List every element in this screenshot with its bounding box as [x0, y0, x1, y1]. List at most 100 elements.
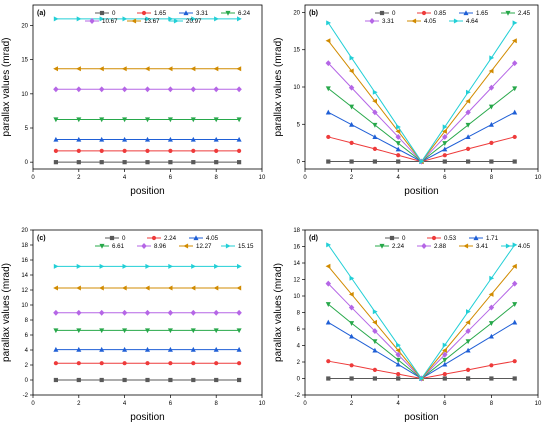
data-point — [326, 242, 332, 248]
data-point — [395, 134, 401, 140]
legend-entry-label: 6.24 — [238, 10, 251, 17]
data-point — [76, 285, 81, 291]
legend-entry-label: 10.67 — [102, 18, 118, 25]
plot-frame — [32, 4, 263, 170]
x-tick-label: 2 — [350, 175, 354, 181]
data-point — [237, 148, 242, 153]
data-point — [442, 357, 448, 363]
x-tick-label: 10 — [259, 401, 266, 407]
data-point — [465, 347, 471, 353]
legend-entry-label: 2.45 — [518, 10, 531, 17]
data-point — [214, 16, 219, 22]
data-point — [76, 361, 81, 366]
data-point — [348, 291, 354, 297]
data-point — [465, 134, 471, 140]
data-point — [237, 160, 242, 165]
legend-entry-label: 13.67 — [144, 18, 160, 25]
legend-entry-label: 6.61 — [112, 243, 125, 250]
series-12.27 — [53, 285, 242, 291]
y-tick-label: 18 — [21, 243, 28, 249]
legend-marker — [463, 10, 469, 16]
series-8.96 — [53, 309, 242, 316]
x-axis-label: position — [404, 412, 438, 423]
y-tick-label: 10 — [21, 303, 28, 309]
x-tick-label: 0 — [303, 401, 307, 407]
data-point — [419, 159, 425, 165]
data-point — [372, 328, 378, 335]
data-point — [372, 376, 377, 381]
data-point — [167, 309, 174, 316]
legend: 0 0.53 1.71 2.24 2.88 3.41 4.05 — [375, 235, 531, 250]
x-tick-label: 0 — [31, 175, 35, 181]
x-tick-label: 2 — [350, 401, 354, 407]
data-point — [213, 117, 219, 123]
legend-marker — [505, 243, 511, 249]
data-point — [191, 361, 196, 366]
data-point — [466, 159, 471, 164]
data-point — [121, 66, 127, 72]
data-point — [348, 68, 354, 74]
data-point — [76, 328, 82, 334]
y-tick-label: 20 — [21, 228, 28, 234]
legend-marker — [109, 235, 115, 241]
series-line — [328, 136, 515, 163]
data-point — [396, 124, 401, 130]
data-point — [396, 376, 401, 381]
legend-marker — [431, 235, 437, 241]
y-tick-label: 5 — [25, 126, 29, 132]
legend-marker — [89, 18, 95, 24]
data-point — [511, 280, 518, 287]
x-tick-label: 2 — [77, 175, 81, 181]
chart-panel-1: 0 2 4 6 8 10 0 5 10 15 20 position parallax values (… — [1, 4, 266, 197]
data-point — [395, 357, 401, 363]
data-point — [349, 333, 355, 339]
data-point — [53, 309, 59, 316]
x-tick-label: 10 — [535, 175, 542, 181]
data-point — [145, 361, 150, 366]
legend-marker — [369, 18, 375, 24]
data-point — [325, 319, 331, 325]
series-0 — [53, 160, 242, 165]
y-tick-label: 6 — [25, 333, 29, 339]
data-point — [99, 148, 104, 153]
data-point — [53, 66, 58, 72]
y-tick-label: 2 — [25, 363, 29, 369]
y-tick-label: 6 — [297, 327, 301, 333]
data-point — [98, 309, 105, 316]
data-point — [442, 124, 448, 130]
series-3.31 — [325, 60, 518, 165]
data-point — [512, 109, 518, 115]
series-20.97 — [53, 16, 242, 22]
data-point — [348, 304, 355, 311]
data-point — [53, 117, 59, 123]
legend-entry-label: 4.05 — [206, 235, 219, 242]
y-tick-label: 20 — [293, 10, 300, 16]
y-tick-label: 15 — [293, 48, 300, 54]
data-point — [442, 351, 448, 358]
data-point — [372, 109, 378, 116]
data-point — [466, 367, 471, 372]
data-point — [236, 117, 242, 123]
y-tick-label: 12 — [21, 288, 28, 294]
data-point — [325, 302, 331, 307]
data-point — [122, 346, 128, 352]
data-point — [395, 361, 401, 367]
data-point — [395, 128, 401, 134]
data-point — [99, 377, 104, 383]
legend-entry-label: 0.85 — [434, 10, 447, 17]
x-tick-label: 6 — [169, 401, 173, 407]
data-point — [236, 136, 242, 142]
legend-entry-label: 1.65 — [476, 10, 489, 17]
legend-entry-label: 2.24 — [392, 243, 405, 250]
data-point — [349, 321, 355, 326]
series-13.67 — [53, 66, 242, 72]
data-point — [465, 328, 471, 335]
data-point — [372, 146, 377, 151]
series-4.64 — [326, 20, 518, 165]
plot-frame — [32, 229, 263, 396]
data-point — [53, 136, 59, 142]
y-tick-label: 15 — [21, 58, 28, 64]
legend-marker — [151, 235, 157, 241]
data-point — [145, 16, 151, 22]
y-tick-label: 16 — [293, 245, 300, 251]
